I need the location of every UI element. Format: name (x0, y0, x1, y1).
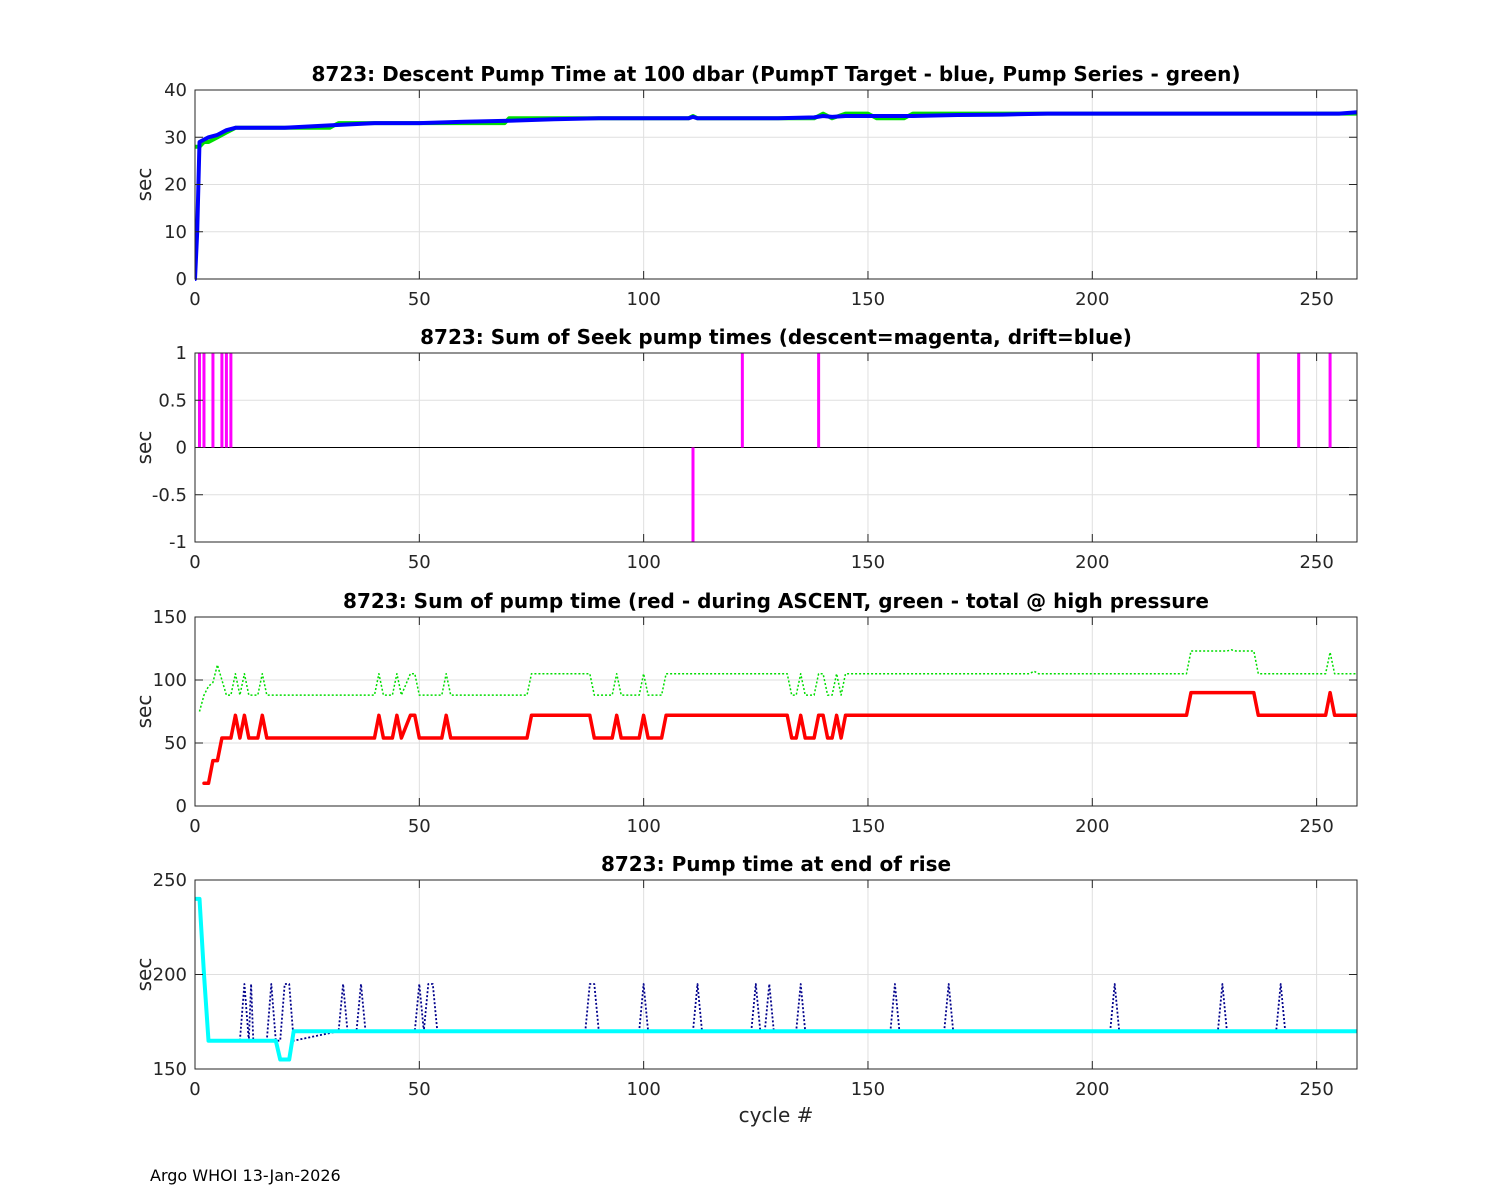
y-tick-label: 150 (153, 1059, 187, 1080)
y-tick-label: 20 (164, 175, 187, 196)
x-tick-label: 200 (1075, 289, 1109, 310)
x-tick-label: 150 (851, 1079, 885, 1100)
y-tick-label: 150 (153, 607, 187, 628)
y-tick-label: 100 (153, 670, 187, 691)
x-tick-label: 100 (626, 816, 660, 837)
plot-area (195, 617, 1357, 806)
series-line-2 (202, 690, 1357, 786)
chart-title: 8723: Sum of pump time (red - during ASC… (343, 589, 1209, 613)
chart-panel-2: 0 50 100 150 200 250 -1 -0.5 0 0.5 1 8723: Sum of S… (132, 325, 1358, 573)
data-layer (195, 353, 1357, 542)
x-tick-label: 100 (626, 552, 660, 573)
chart-panel-3: 0 50 100 150 200 250 0 50 100 150 8723: Sum of pum… (132, 589, 1358, 837)
y-tick-label: -0.5 (152, 485, 187, 506)
y-tick-label: -1 (169, 532, 187, 553)
x-tick-label: 100 (626, 289, 660, 310)
x-tick-label: 0 (189, 289, 200, 310)
chart-panel-1: 0 50 100 150 200 250 0 10 20 30 40 8723: Descent Pu… (132, 62, 1358, 310)
y-tick-label: 250 (153, 870, 187, 891)
x-tick-label: 200 (1075, 552, 1109, 573)
data-layer (195, 896, 1357, 1062)
footer-text: Argo WHOI 13-Jan-2026 (150, 1166, 341, 1185)
chart-panel-4: 0 50 100 150 200 250 150 200 250 8723: Pump time … (132, 852, 1358, 1127)
y-tick-label: 200 (153, 965, 187, 986)
series-line-2 (195, 110, 1357, 281)
chart-title: 8723: Pump time at end of rise (601, 852, 951, 876)
y-tick-label: 50 (164, 733, 187, 754)
x-tick-label: 150 (851, 289, 885, 310)
chart-title: 8723: Descent Pump Time at 100 dbar (Pum… (312, 62, 1241, 86)
y-axis-label: sec (132, 958, 156, 992)
y-tick-label: 30 (164, 127, 187, 148)
x-tick-label: 200 (1075, 1079, 1109, 1100)
x-tick-label: 250 (1299, 552, 1333, 573)
y-tick-label: 0 (176, 438, 187, 459)
y-axis-label: sec (132, 695, 156, 729)
x-axis-label: cycle # (739, 1103, 814, 1127)
x-tick-label: 200 (1075, 816, 1109, 837)
axes-box (194, 616, 1358, 807)
x-tick-label: 50 (408, 816, 431, 837)
series-line-1 (198, 649, 1357, 712)
y-axis-label: sec (132, 168, 156, 202)
x-tick-label: 250 (1299, 816, 1333, 837)
x-tick-label: 0 (189, 816, 200, 837)
y-tick-label: 10 (164, 222, 187, 243)
chart-title: 8723: Sum of Seek pump times (descent=ma… (420, 325, 1132, 349)
y-tick-label: 0 (176, 269, 187, 290)
x-tick-label: 0 (189, 1079, 200, 1100)
x-tick-label: 50 (408, 289, 431, 310)
x-tick-label: 50 (408, 1079, 431, 1100)
y-axis-label: sec (132, 431, 156, 465)
data-layer (195, 110, 1357, 281)
x-tick-label: 100 (626, 1079, 660, 1100)
x-tick-label: 250 (1299, 1079, 1333, 1100)
x-tick-label: 50 (408, 552, 431, 573)
x-tick-label: 150 (851, 816, 885, 837)
y-tick-label: 0.5 (158, 390, 187, 411)
x-tick-label: 250 (1299, 289, 1333, 310)
x-tick-label: 150 (851, 552, 885, 573)
series-line-2 (195, 896, 1357, 1062)
y-tick-label: 0 (176, 796, 187, 817)
y-tick-label: 40 (164, 80, 187, 101)
x-tick-label: 0 (189, 552, 200, 573)
y-tick-label: 1 (176, 343, 187, 364)
data-layer (198, 649, 1357, 786)
